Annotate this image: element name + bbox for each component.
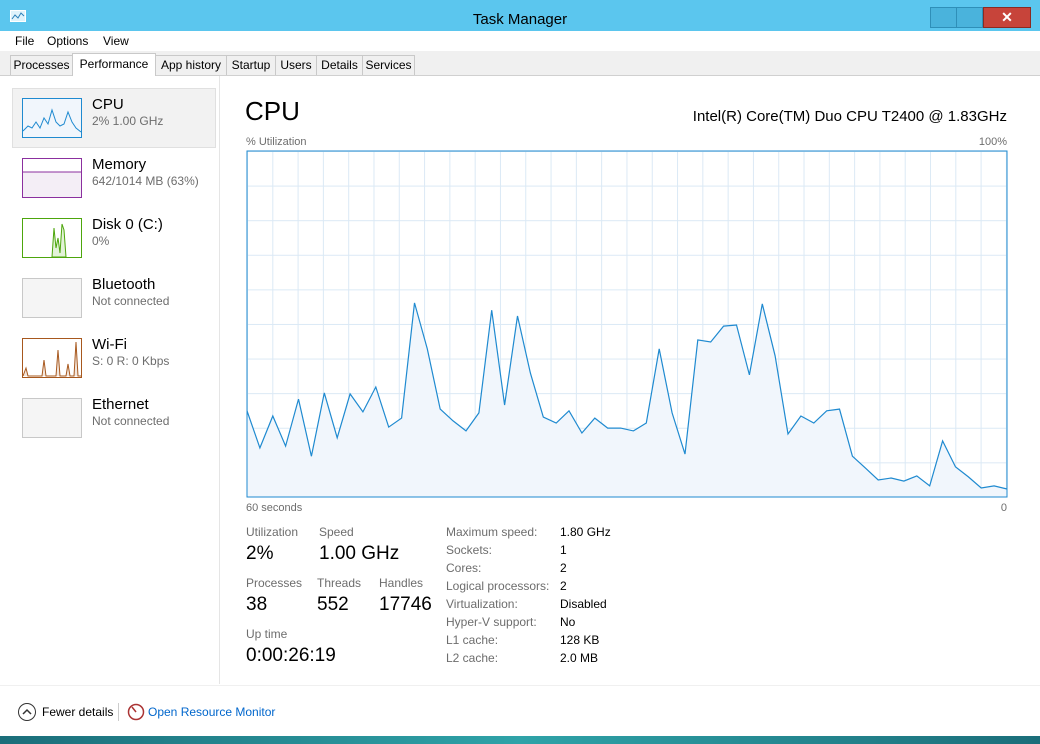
stat-label: Processes	[246, 576, 303, 590]
memory-thumbnail	[22, 158, 82, 198]
tab[interactable]: Details	[316, 55, 363, 75]
detail-value: No	[560, 615, 576, 629]
resource-detail[interactable]: 642/1014 MB (63%)	[92, 174, 199, 188]
stat-label: Utilization	[246, 525, 299, 539]
detail-label: Maximum speed:	[446, 525, 538, 539]
y-tick-label: 100%	[978, 136, 1007, 148]
utilization-line	[246, 302, 1008, 490]
close-button[interactable]: ✕	[983, 7, 1031, 28]
graph-border	[246, 150, 1008, 498]
resource-name[interactable]: Wi-Fi	[92, 336, 127, 353]
fewer-details-icon[interactable]	[17, 702, 37, 722]
resource-name[interactable]: Disk 0 (C:)	[92, 216, 163, 233]
tab[interactable]: App history	[155, 55, 227, 75]
detail-label: Virtualization:	[446, 597, 518, 611]
stat-value: 38	[246, 594, 268, 615]
ethernet-thumbnail	[22, 398, 82, 438]
resource-detail[interactable]: 0%	[92, 234, 110, 248]
detail-value: 1.80 GHz	[560, 525, 611, 539]
stat-value: 0:00:26:19	[246, 645, 336, 666]
taskbar	[0, 736, 1040, 744]
bluetooth-thumbnail	[22, 278, 82, 318]
detail-label: Logical processors:	[446, 579, 550, 593]
footer-separator	[118, 703, 119, 721]
y-axis-label: % Utilization	[246, 136, 307, 148]
disk-thumbnail	[22, 218, 82, 258]
maximize-button[interactable]	[956, 7, 983, 28]
menu-item[interactable]: File	[15, 34, 35, 48]
menu-bar	[0, 31, 1040, 51]
wifi-thumbnail	[22, 338, 82, 378]
resource-detail[interactable]: S: 0 R: 0 Kbps	[92, 354, 170, 368]
resource-name[interactable]: Memory	[92, 156, 147, 173]
detail-value: Disabled	[560, 597, 607, 611]
tab[interactable]: Services	[362, 55, 415, 75]
resource-name[interactable]: CPU	[92, 96, 124, 113]
sidebar-divider	[219, 76, 220, 684]
stat-label: Speed	[319, 525, 354, 539]
stat-value: 552	[317, 594, 349, 615]
tab[interactable]: Performance	[72, 53, 156, 76]
detail-value: 1	[560, 543, 567, 557]
panel-title: CPU	[245, 96, 300, 126]
app-icon	[10, 10, 26, 22]
stat-value: 1.00 GHz	[319, 543, 400, 564]
stat-label: Handles	[379, 576, 424, 590]
detail-label: Hyper-V support:	[446, 615, 537, 629]
resource-monitor-icon[interactable]	[127, 703, 145, 721]
footer-bar	[0, 685, 1040, 737]
processor-name: Intel(R) Core(TM) Duo CPU T2400 @ 1.83GH…	[692, 108, 1007, 125]
menu-item[interactable]: View	[103, 34, 129, 48]
stat-value: 17746	[379, 594, 432, 615]
resource-detail[interactable]: Not connected	[92, 414, 170, 428]
utilization-area	[247, 302, 1007, 497]
x-tick-label: 0	[1000, 502, 1007, 514]
resource-detail[interactable]: 2% 1.00 GHz	[92, 114, 164, 128]
detail-value: 2.0 MB	[560, 651, 599, 665]
detail-label: L2 cache:	[446, 651, 499, 665]
title-bar	[0, 0, 1040, 31]
detail-label: Sockets:	[446, 543, 493, 557]
stat-label: Up time	[246, 627, 288, 641]
resource-name[interactable]: Bluetooth	[92, 276, 156, 293]
window-title: Task Manager	[472, 11, 568, 28]
detail-value: 128 KB	[560, 633, 600, 647]
detail-label: L1 cache:	[446, 633, 499, 647]
tab[interactable]: Processes	[10, 55, 73, 75]
menu-item[interactable]: Options	[47, 34, 89, 48]
cpu-thumbnail	[22, 98, 82, 138]
stat-value: 2%	[246, 543, 274, 564]
tab[interactable]: Users	[275, 55, 317, 75]
tab[interactable]: Startup	[226, 55, 276, 75]
fewer-details[interactable]: Fewer details	[42, 705, 114, 719]
minimize-button[interactable]	[930, 7, 957, 28]
stat-label: Threads	[317, 576, 362, 590]
detail-label: Cores:	[446, 561, 482, 575]
x-tick-label: 60 seconds	[246, 502, 303, 514]
resource-name[interactable]: Ethernet	[92, 396, 149, 413]
cpu-graph	[246, 150, 1008, 498]
detail-value: 2	[560, 561, 567, 575]
open-resource-monitor[interactable]: Open Resource Monitor	[148, 705, 276, 719]
detail-value: 2	[560, 579, 567, 593]
resource-detail[interactable]: Not connected	[92, 294, 170, 308]
